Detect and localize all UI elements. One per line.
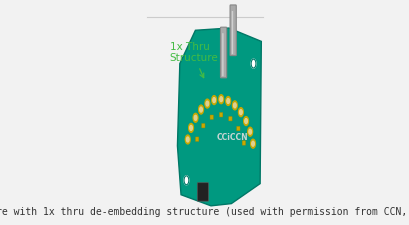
Circle shape (226, 99, 229, 104)
Circle shape (184, 176, 189, 185)
Circle shape (185, 135, 190, 144)
FancyBboxPatch shape (220, 27, 226, 78)
Circle shape (193, 113, 198, 122)
Circle shape (232, 101, 237, 110)
Circle shape (205, 101, 208, 106)
Circle shape (251, 141, 254, 146)
FancyBboxPatch shape (242, 141, 245, 145)
Text: 1x Thru
Structure: 1x Thru Structure (169, 42, 218, 78)
FancyBboxPatch shape (229, 5, 236, 56)
FancyBboxPatch shape (222, 33, 223, 76)
Circle shape (239, 110, 242, 115)
Circle shape (250, 139, 255, 148)
Circle shape (219, 97, 222, 102)
Circle shape (247, 127, 252, 136)
Circle shape (186, 137, 189, 142)
FancyBboxPatch shape (209, 115, 213, 119)
Circle shape (204, 99, 209, 108)
Circle shape (218, 95, 223, 104)
FancyBboxPatch shape (197, 183, 208, 201)
Circle shape (244, 119, 247, 124)
FancyBboxPatch shape (236, 126, 239, 131)
Circle shape (251, 59, 255, 68)
Circle shape (238, 108, 243, 117)
Circle shape (248, 129, 251, 134)
Circle shape (198, 105, 203, 114)
Circle shape (194, 115, 196, 120)
FancyBboxPatch shape (219, 112, 222, 117)
Circle shape (188, 124, 193, 132)
Text: CCiCCN: CCiCCN (216, 133, 247, 142)
Circle shape (233, 103, 236, 108)
Circle shape (243, 117, 248, 126)
Circle shape (212, 98, 215, 103)
Circle shape (211, 96, 216, 105)
FancyBboxPatch shape (228, 117, 231, 121)
FancyBboxPatch shape (195, 137, 198, 141)
Circle shape (225, 97, 230, 106)
Circle shape (189, 126, 192, 130)
FancyBboxPatch shape (201, 124, 204, 128)
Polygon shape (177, 28, 261, 206)
FancyBboxPatch shape (231, 11, 233, 54)
Text: Figure 3:  Fixture with 1x thru de-embedding structure (used with permission fro: Figure 3: Fixture with 1x thru de-embedd… (0, 207, 409, 217)
Circle shape (199, 107, 202, 112)
